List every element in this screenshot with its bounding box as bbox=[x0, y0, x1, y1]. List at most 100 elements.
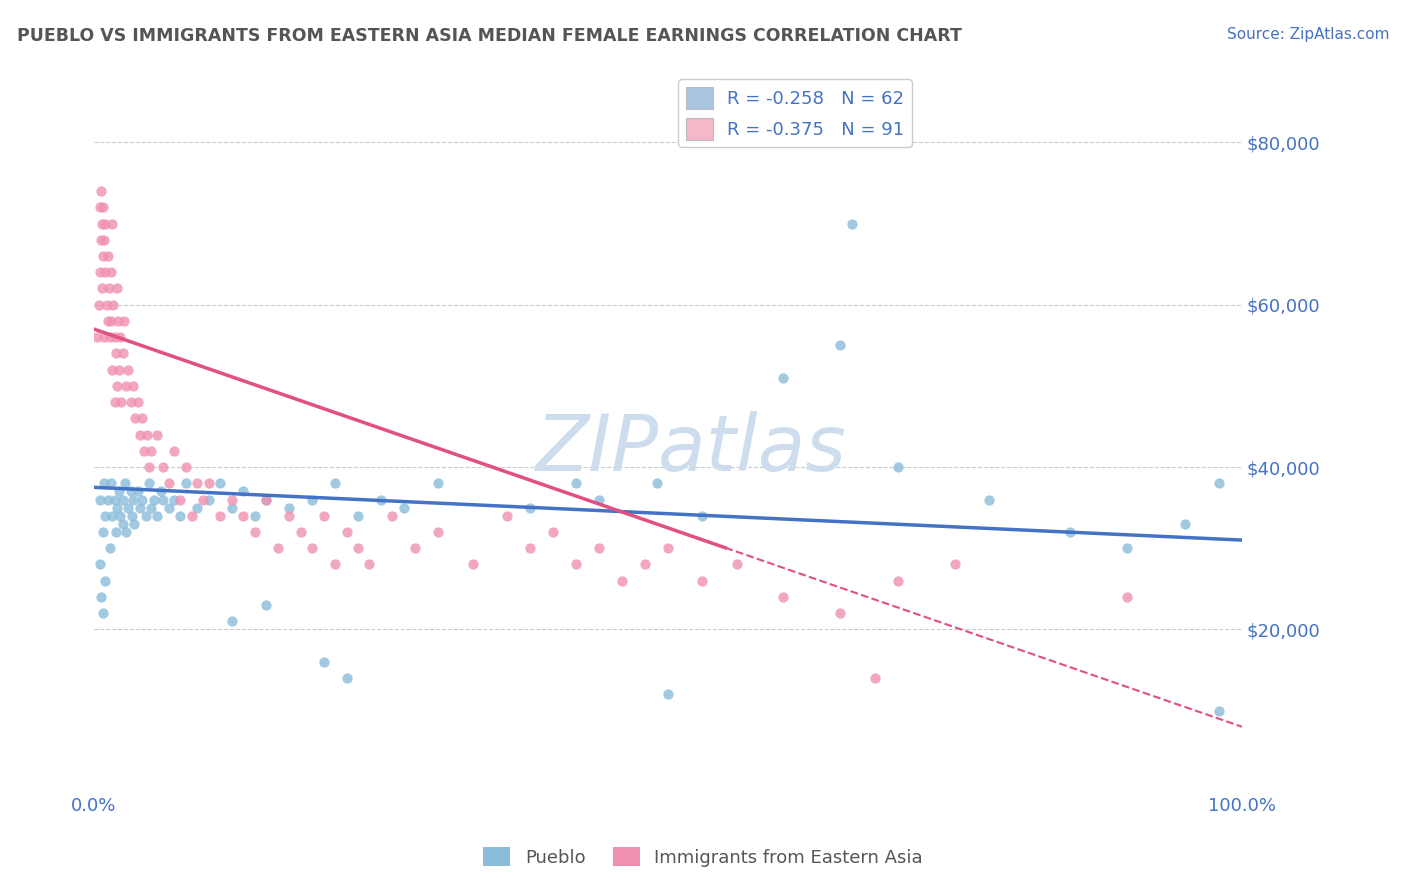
Point bbox=[122, 492, 145, 507]
Point bbox=[634, 558, 657, 572]
Point bbox=[496, 508, 519, 523]
Point bbox=[98, 541, 121, 556]
Point bbox=[108, 484, 131, 499]
Point bbox=[381, 508, 404, 523]
Point bbox=[841, 217, 863, 231]
Point bbox=[138, 460, 160, 475]
Point bbox=[565, 476, 588, 491]
Point bbox=[111, 516, 134, 531]
Point bbox=[112, 314, 135, 328]
Point bbox=[100, 265, 122, 279]
Point bbox=[110, 330, 132, 344]
Point bbox=[122, 516, 145, 531]
Point bbox=[91, 606, 114, 620]
Point bbox=[186, 500, 208, 515]
Point bbox=[301, 541, 323, 556]
Point bbox=[141, 500, 163, 515]
Point bbox=[323, 558, 346, 572]
Point bbox=[692, 574, 714, 588]
Point bbox=[91, 200, 114, 214]
Point bbox=[110, 508, 132, 523]
Point bbox=[120, 395, 142, 409]
Point bbox=[163, 492, 186, 507]
Point bbox=[657, 541, 679, 556]
Point bbox=[1116, 590, 1139, 604]
Point bbox=[101, 217, 124, 231]
Point bbox=[221, 492, 243, 507]
Point bbox=[254, 492, 277, 507]
Point bbox=[1116, 541, 1139, 556]
Point bbox=[117, 362, 139, 376]
Text: ZIPatlas: ZIPatlas bbox=[536, 411, 846, 487]
Point bbox=[128, 500, 150, 515]
Point bbox=[232, 484, 254, 499]
Point bbox=[103, 298, 125, 312]
Point bbox=[91, 217, 114, 231]
Point bbox=[772, 590, 794, 604]
Point bbox=[108, 362, 131, 376]
Point bbox=[135, 427, 157, 442]
Point bbox=[89, 265, 111, 279]
Point bbox=[519, 541, 541, 556]
Point bbox=[886, 574, 908, 588]
Point bbox=[152, 460, 174, 475]
Point bbox=[197, 476, 219, 491]
Point bbox=[138, 476, 160, 491]
Point bbox=[87, 298, 110, 312]
Point bbox=[657, 687, 679, 701]
Point bbox=[104, 492, 127, 507]
Point bbox=[347, 508, 370, 523]
Point bbox=[142, 492, 165, 507]
Point bbox=[104, 346, 127, 360]
Point bbox=[461, 558, 484, 572]
Point bbox=[863, 671, 886, 685]
Point bbox=[232, 508, 254, 523]
Point bbox=[174, 460, 197, 475]
Point bbox=[105, 281, 128, 295]
Point bbox=[122, 379, 145, 393]
Point bbox=[692, 508, 714, 523]
Point bbox=[209, 508, 232, 523]
Point bbox=[104, 524, 127, 539]
Point bbox=[610, 574, 633, 588]
Point bbox=[146, 508, 169, 523]
Point bbox=[359, 558, 381, 572]
Point bbox=[146, 427, 169, 442]
Point bbox=[979, 492, 1001, 507]
Point bbox=[94, 508, 117, 523]
Point bbox=[101, 508, 124, 523]
Point bbox=[93, 330, 115, 344]
Point bbox=[115, 379, 138, 393]
Point bbox=[221, 614, 243, 628]
Point bbox=[104, 330, 127, 344]
Point bbox=[370, 492, 392, 507]
Point bbox=[101, 362, 124, 376]
Point bbox=[645, 476, 668, 491]
Point bbox=[209, 476, 232, 491]
Point bbox=[111, 492, 134, 507]
Point bbox=[127, 395, 149, 409]
Point bbox=[94, 574, 117, 588]
Point bbox=[97, 281, 120, 295]
Point bbox=[725, 558, 748, 572]
Point bbox=[254, 492, 277, 507]
Text: Source: ZipAtlas.com: Source: ZipAtlas.com bbox=[1226, 27, 1389, 42]
Legend: Pueblo, Immigrants from Eastern Asia: Pueblo, Immigrants from Eastern Asia bbox=[477, 840, 929, 874]
Point bbox=[93, 233, 115, 247]
Point bbox=[90, 590, 112, 604]
Point bbox=[89, 200, 111, 214]
Point bbox=[134, 443, 156, 458]
Point bbox=[772, 370, 794, 384]
Point bbox=[830, 606, 852, 620]
Point bbox=[186, 476, 208, 491]
Point bbox=[243, 508, 266, 523]
Point bbox=[1208, 704, 1230, 718]
Point bbox=[1208, 476, 1230, 491]
Point bbox=[541, 524, 564, 539]
Point bbox=[301, 492, 323, 507]
Text: PUEBLO VS IMMIGRANTS FROM EASTERN ASIA MEDIAN FEMALE EARNINGS CORRELATION CHART: PUEBLO VS IMMIGRANTS FROM EASTERN ASIA M… bbox=[17, 27, 962, 45]
Point bbox=[312, 508, 335, 523]
Point bbox=[110, 395, 132, 409]
Point bbox=[105, 379, 128, 393]
Point bbox=[152, 492, 174, 507]
